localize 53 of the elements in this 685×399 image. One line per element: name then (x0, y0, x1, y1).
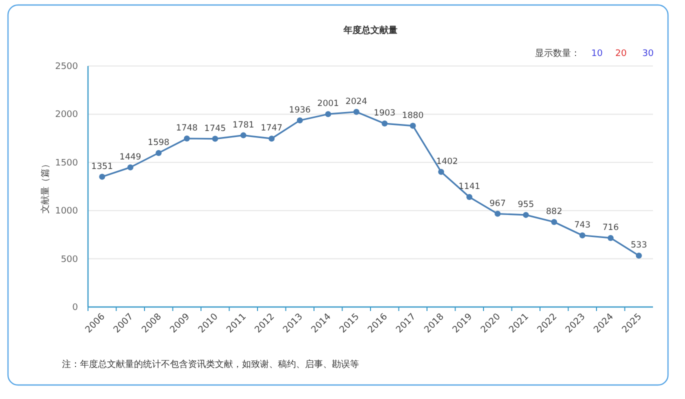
y-tick-label: 0 (72, 303, 78, 313)
y-tick-label: 1000 (55, 206, 78, 217)
data-label: 1903 (374, 108, 396, 119)
data-label: 1936 (289, 105, 311, 116)
text: 30 (642, 49, 654, 59)
point (353, 108, 360, 115)
data-label: 1598 (148, 138, 170, 148)
point (184, 135, 190, 142)
point (636, 252, 642, 259)
data-label: 1402 (436, 156, 458, 167)
text: 注：年度总文献量的统计不包含资讯类文献，如致谢、稿约、启事、勘误等 (62, 359, 359, 370)
data-label: 1141 (458, 182, 480, 192)
data-label: 955 (518, 200, 534, 210)
point (156, 150, 162, 156)
point (608, 234, 614, 241)
y-tick-label: 500 (60, 254, 78, 265)
data-label: 967 (490, 198, 506, 209)
data-label: 716 (602, 222, 619, 233)
y-tick-label: 1500 (55, 158, 78, 168)
point (240, 132, 246, 138)
data-label: 2024 (346, 96, 368, 107)
point (494, 210, 501, 217)
point (438, 168, 444, 175)
point (551, 218, 558, 225)
data-label: 882 (546, 206, 562, 217)
y-tick-label: 2500 (55, 62, 78, 72)
text: 显示数量： (535, 48, 580, 59)
data-label: 1747 (260, 124, 282, 134)
point (268, 136, 275, 142)
point (325, 111, 332, 118)
text: 10 (591, 49, 603, 59)
point (579, 232, 586, 238)
point (522, 212, 529, 218)
point (99, 174, 106, 180)
data-label: 1748 (176, 123, 198, 134)
data-label: 1781 (232, 120, 254, 130)
data-label: 1880 (402, 110, 424, 121)
point (382, 120, 388, 127)
data-label: 2001 (317, 99, 339, 110)
data-label: 1351 (91, 162, 113, 172)
data-label: 743 (574, 220, 590, 230)
y-tick-label: 2000 (55, 110, 78, 120)
point (212, 136, 218, 142)
data-label: 533 (630, 240, 647, 251)
point (127, 164, 134, 170)
data-label: 1449 (120, 152, 142, 162)
point (296, 117, 303, 124)
point (410, 122, 416, 129)
y-axis-title: 文献量（篇） (40, 160, 51, 214)
data-label: 1745 (204, 124, 226, 134)
chart-title: 年度总文献量 (342, 25, 398, 36)
point (466, 194, 472, 200)
text: 20 (615, 49, 627, 59)
